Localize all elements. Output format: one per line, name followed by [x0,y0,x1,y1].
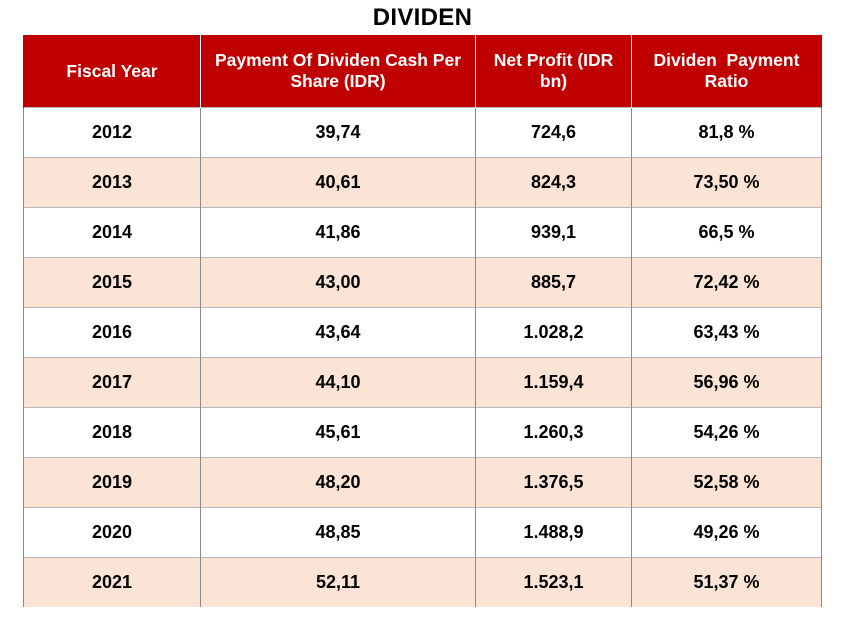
table-header-row: Fiscal Year Payment Of Dividen Cash Per … [23,35,822,108]
cell-payout-ratio: 56,96 % [631,357,822,408]
cell-payout-ratio: 49,26 % [631,507,822,558]
cell-payout-ratio: 81,8 % [631,107,822,158]
cell-payout-ratio: 54,26 % [631,407,822,458]
cell-dividend-per-share: 40,61 [200,157,476,208]
cell-net-profit: 1.488,9 [475,507,632,558]
dividend-table: Fiscal Year Payment Of Dividen Cash Per … [23,35,822,607]
cell-year: 2014 [23,207,201,258]
page-title: DIVIDEN [372,4,473,31]
column-header-fiscal-year: Fiscal Year [23,35,201,108]
cell-payout-ratio: 66,5 % [631,207,822,258]
table-row: 2012 39,74 724,6 81,8 % [23,107,822,158]
cell-year: 2019 [23,457,201,508]
cell-year: 2021 [23,557,201,607]
cell-net-profit: 1.028,2 [475,307,632,358]
table-row: 2015 43,00 885,7 72,42 % [23,257,822,308]
cell-dividend-per-share: 45,61 [200,407,476,458]
cell-dividend-per-share: 48,20 [200,457,476,508]
cell-dividend-per-share: 48,85 [200,507,476,558]
column-header-dividend-per-share: Payment Of Dividen Cash Per Share (IDR) [200,35,476,108]
cell-payout-ratio: 51,37 % [631,557,822,607]
table-row: 2020 48,85 1.488,9 49,26 % [23,507,822,558]
cell-net-profit: 1.159,4 [475,357,632,408]
cell-dividend-per-share: 44,10 [200,357,476,408]
cell-dividend-per-share: 41,86 [200,207,476,258]
cell-payout-ratio: 63,43 % [631,307,822,358]
column-header-payout-ratio: Dividen Payment Ratio [631,35,822,108]
cell-payout-ratio: 73,50 % [631,157,822,208]
cell-year: 2015 [23,257,201,308]
cell-net-profit: 824,3 [475,157,632,208]
cell-dividend-per-share: 39,74 [200,107,476,158]
cell-year: 2020 [23,507,201,558]
cell-year: 2018 [23,407,201,458]
table-row: 2016 43,64 1.028,2 63,43 % [23,307,822,358]
column-header-net-profit: Net Profit (IDR bn) [475,35,632,108]
cell-net-profit: 1.260,3 [475,407,632,458]
cell-net-profit: 724,6 [475,107,632,158]
cell-year: 2012 [23,107,201,158]
cell-net-profit: 885,7 [475,257,632,308]
table-row: 2021 52,11 1.523,1 51,37 % [23,557,822,607]
table-row: 2014 41,86 939,1 66,5 % [23,207,822,258]
table-row: 2019 48,20 1.376,5 52,58 % [23,457,822,508]
cell-net-profit: 1.376,5 [475,457,632,508]
table-row: 2017 44,10 1.159,4 56,96 % [23,357,822,408]
table-row: 2013 40,61 824,3 73,50 % [23,157,822,208]
cell-net-profit: 1.523,1 [475,557,632,607]
table-row: 2018 45,61 1.260,3 54,26 % [23,407,822,458]
cell-payout-ratio: 72,42 % [631,257,822,308]
cell-year: 2017 [23,357,201,408]
cell-payout-ratio: 52,58 % [631,457,822,508]
cell-year: 2016 [23,307,201,358]
cell-year: 2013 [23,157,201,208]
cell-net-profit: 939,1 [475,207,632,258]
cell-dividend-per-share: 52,11 [200,557,476,607]
cell-dividend-per-share: 43,00 [200,257,476,308]
cell-dividend-per-share: 43,64 [200,307,476,358]
